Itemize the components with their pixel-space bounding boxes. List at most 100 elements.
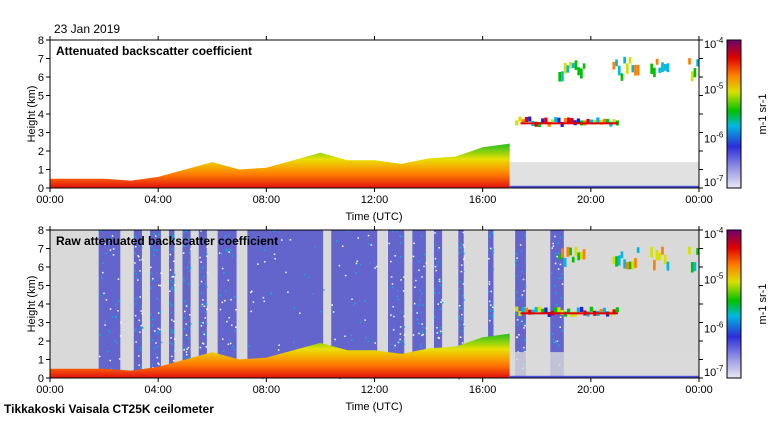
noise-speckle <box>102 271 104 274</box>
noise-speckle <box>174 338 176 340</box>
cloud-cell <box>567 117 571 123</box>
y-tick-label: 4 <box>38 109 44 121</box>
noise-speckle <box>204 311 207 314</box>
noise-speckle <box>439 327 442 329</box>
noise-speckle <box>251 290 253 293</box>
high-cloud-cell <box>696 248 699 255</box>
noise-speckle <box>435 269 437 272</box>
noise-speckle <box>105 252 107 255</box>
noise-speckle <box>461 330 463 333</box>
noise-speckle <box>397 341 400 344</box>
x-tick-label: 00:00 <box>36 384 64 396</box>
noise-speckle <box>557 242 560 244</box>
noise-speckle <box>438 330 440 333</box>
noise-speckle <box>107 350 109 353</box>
noise-speckle <box>463 246 465 248</box>
noise-speckle <box>171 331 174 334</box>
noise-speckle <box>232 345 234 348</box>
y-axis-ticks: 0 1 2 3 4 5 6 7 8 <box>38 35 703 195</box>
noise-speckle <box>171 287 174 289</box>
noise-speckle <box>157 312 160 314</box>
noise-speckle <box>524 324 526 327</box>
noise-speckle <box>203 275 205 278</box>
noise-speckle <box>171 355 173 358</box>
noise-speckle <box>206 286 208 288</box>
noise-speckle <box>370 244 373 246</box>
noise-speckle <box>173 260 175 263</box>
high-cloud-cell <box>620 73 624 81</box>
noise-speckle <box>417 322 420 325</box>
noise-speckle <box>151 279 154 282</box>
noise-speckle <box>459 307 461 310</box>
noise-speckle <box>135 341 137 343</box>
high-cloud-cell <box>558 71 562 82</box>
high-cloud-cell <box>563 63 567 74</box>
noise-speckle <box>171 240 173 243</box>
noise-speckle <box>235 326 237 329</box>
noise-speckle <box>517 324 519 327</box>
noise-speckle <box>312 293 314 295</box>
noise-speckle <box>159 284 162 287</box>
noise-speckle <box>102 262 105 265</box>
noise-speckle <box>189 313 191 316</box>
noise-speckle <box>287 291 289 293</box>
noise-speckle <box>134 269 137 272</box>
noise-speckle <box>182 277 185 280</box>
noise-speckle <box>459 246 462 249</box>
noise-speckle <box>402 340 404 343</box>
noise-speckle <box>156 249 158 251</box>
noise-speckle <box>356 260 358 263</box>
noise-speckle <box>183 245 185 247</box>
noise-speckle <box>270 292 273 294</box>
noise-band <box>217 230 237 378</box>
noise-speckle <box>183 317 186 320</box>
high-cloud-cell <box>566 65 570 73</box>
noise-speckle <box>154 235 157 237</box>
cloud-cell <box>602 118 606 124</box>
noise-speckle <box>188 252 191 254</box>
high-cloud-cell <box>620 251 624 259</box>
noise-speckle <box>171 343 173 345</box>
noise-speckle <box>555 292 557 294</box>
noise-speckle <box>375 265 378 268</box>
high-cloud-cell <box>663 64 667 71</box>
noise-speckle <box>556 255 558 258</box>
noise-speckle <box>141 326 143 328</box>
cloud-cell <box>580 306 584 312</box>
noise-speckle <box>169 290 171 292</box>
noise-speckle <box>490 290 492 293</box>
x-tick-label: 20:00 <box>577 384 605 396</box>
noise-speckle <box>104 324 106 326</box>
noise-speckle <box>551 247 554 249</box>
noise-speckle <box>151 245 153 248</box>
noise-speckle <box>553 325 555 327</box>
cloud-cell <box>544 117 548 123</box>
noise-speckle <box>463 325 465 327</box>
noise-speckle <box>463 323 465 326</box>
noise-speckle <box>159 330 162 332</box>
noise-speckle <box>170 288 173 290</box>
noise-speckle <box>516 336 518 339</box>
noise-speckle <box>460 270 463 273</box>
noise-band <box>182 230 191 378</box>
noise-speckle <box>119 241 122 243</box>
noise-speckle <box>397 298 400 301</box>
noise-speckle <box>391 283 394 285</box>
noise-speckle <box>112 248 115 250</box>
noise-speckle <box>521 294 524 296</box>
noise-speckle <box>521 320 523 323</box>
high-cloud-cell <box>580 68 583 79</box>
y-tick-label: 1 <box>38 355 44 367</box>
noise-speckle <box>139 296 141 298</box>
noise-speckle <box>420 235 423 237</box>
noise-speckle <box>341 245 344 247</box>
noise-speckle <box>434 265 437 268</box>
noise-speckle <box>461 342 464 344</box>
noise-speckle <box>202 322 204 324</box>
cloud-cell <box>576 118 581 124</box>
noise-speckle <box>438 246 440 249</box>
noise-speckle <box>229 342 232 345</box>
panel-title: Raw attenuated backscatter coefficient <box>56 234 278 248</box>
noise-speckle <box>346 230 348 232</box>
noise-speckle <box>520 270 523 273</box>
